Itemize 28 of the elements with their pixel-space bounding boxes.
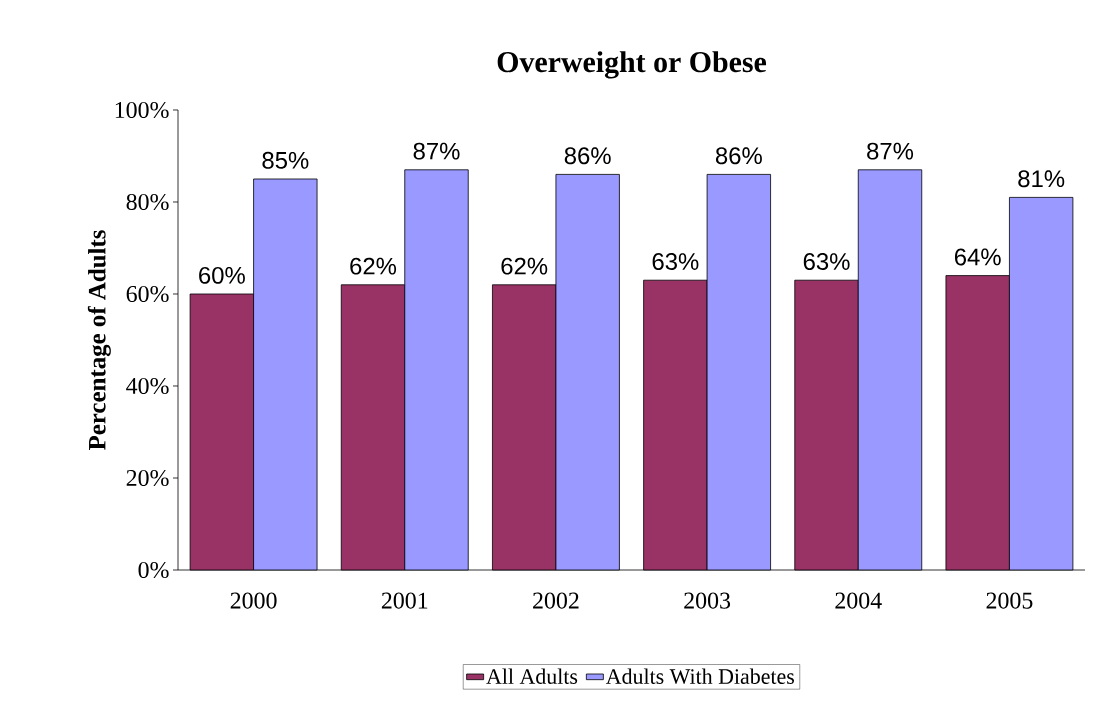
y-tick-label: 100% bbox=[115, 101, 169, 119]
y-tick-label: 60% bbox=[126, 285, 169, 303]
x-tick-label: 2005 bbox=[986, 592, 1033, 609]
data-label: 85% bbox=[262, 151, 309, 169]
data-label: 62% bbox=[501, 257, 548, 275]
x-tick-label: 2000 bbox=[230, 592, 277, 609]
data-label: 81% bbox=[1018, 170, 1065, 188]
x-tick-label: 2003 bbox=[684, 592, 731, 609]
y-axis-title: Percentage of Adults bbox=[87, 230, 111, 451]
x-tick-label: 2004 bbox=[835, 592, 882, 609]
legend-label: All Adults bbox=[486, 668, 578, 684]
data-label: 87% bbox=[867, 142, 914, 160]
y-tick-label: 80% bbox=[126, 193, 169, 211]
data-label: 86% bbox=[564, 147, 611, 165]
y-tick-label: 40% bbox=[126, 377, 169, 395]
data-label: 63% bbox=[803, 253, 850, 270]
data-label: 64% bbox=[954, 248, 1001, 266]
x-tick-label: 2002 bbox=[533, 592, 579, 609]
data-label: 87% bbox=[413, 142, 460, 160]
data-label: 63% bbox=[652, 253, 699, 270]
data-label: 62% bbox=[350, 257, 397, 275]
data-label: 60% bbox=[199, 266, 245, 284]
x-tick-label: 2001 bbox=[381, 592, 428, 609]
legend-label: Adults With Diabetes bbox=[605, 668, 794, 685]
y-tick-label: 20% bbox=[126, 469, 169, 487]
data-label: 86% bbox=[715, 147, 762, 165]
y-tick-label: 0% bbox=[138, 561, 169, 579]
chart-title: Overweight or Obese bbox=[497, 51, 767, 79]
